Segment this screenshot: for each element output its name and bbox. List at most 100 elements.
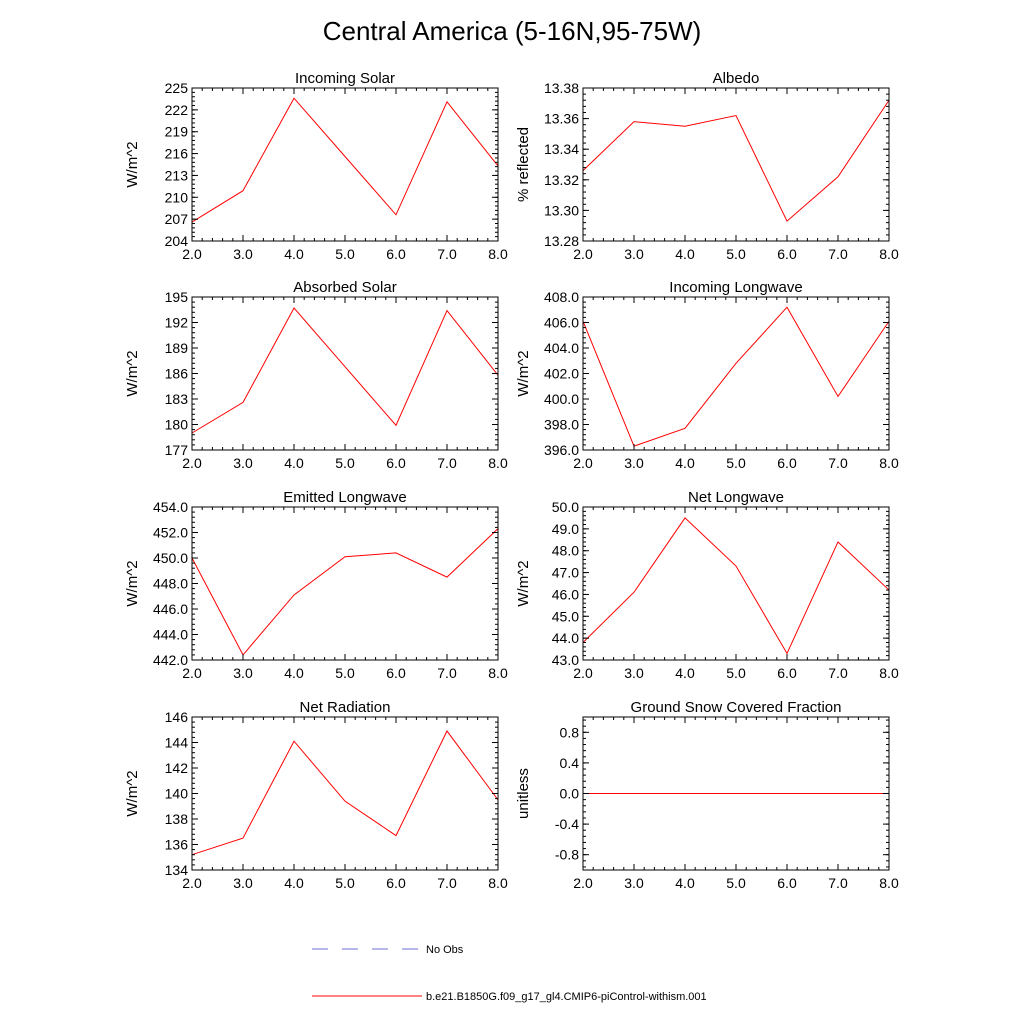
emitted-longwave-y-tick-label: 446.0 [153,601,188,617]
incoming-solar-x-tick-label: 2.0 [182,246,202,262]
panel-absorbed-solar: 2.0 3.0 4.0 5.0 6.0 7.0 8.0 177 180 183 186 189 192 1… [124,279,508,471]
albedo-y-tick-label: 13.28 [544,233,579,249]
panel-albedo: 2.0 3.0 4.0 5.0 6.0 7.0 8.0 13.28 13.30 13.32 13.3… [515,70,899,262]
albedo-title: Albedo [713,70,760,87]
ground-snow-covered-fraction-y-tick-label: 0.8 [560,724,580,740]
ground-snow-covered-fraction-x-tick-label: 6.0 [777,875,797,891]
incoming-solar-y-axis-label: W/m^2 [124,141,141,187]
net-longwave-x-tick-label: 4.0 [675,665,695,681]
incoming-longwave-y-tick-label: 408.0 [544,289,579,305]
incoming-solar-series-line [191,97,499,223]
net-longwave-x-tick-label: 8.0 [879,665,899,681]
emitted-longwave-x-tick-label: 3.0 [233,665,253,681]
albedo-y-tick-label: 13.30 [544,202,579,218]
net-radiation-y-tick-label: 136 [165,837,189,853]
albedo-x-tick-label: 5.0 [726,246,746,262]
incoming-longwave-x-tick-label: 6.0 [777,455,797,471]
net-longwave-plot-frame [582,506,890,661]
ground-snow-covered-fraction-y-tick-label: 0.0 [560,786,580,802]
panel-net-radiation: 2.0 3.0 4.0 5.0 6.0 7.0 8.0 134 136 138 140 142 144 1… [124,699,508,891]
albedo-y-tick-label: 13.32 [544,172,579,188]
absorbed-solar-y-tick-label: 180 [165,417,189,433]
net-longwave-title: Net Longwave [688,489,784,506]
net-radiation-plot-frame [191,716,499,871]
net-longwave-y-tick-label: 48.0 [552,543,579,559]
incoming-solar-x-tick-label: 3.0 [233,246,253,262]
ground-snow-covered-fraction-x-tick-label: 4.0 [675,875,695,891]
absorbed-solar-x-tick-label: 5.0 [335,455,355,471]
net-radiation-y-tick-label: 146 [165,709,189,725]
legend-label-no-obs: No Obs [426,944,464,956]
albedo-plot-frame [582,87,890,242]
incoming-longwave-y-tick-label: 396.0 [544,442,579,458]
net-radiation-x-tick-label: 2.0 [182,875,202,891]
emitted-longwave-x-tick-label: 8.0 [488,665,508,681]
net-radiation-x-tick-label: 8.0 [488,875,508,891]
albedo-x-tick-label: 7.0 [828,246,848,262]
panel-emitted-longwave: 2.0 3.0 4.0 5.0 6.0 7.0 8.0 442.0 444.0 446.0 448.… [124,489,508,681]
incoming-longwave-x-tick-label: 5.0 [726,455,746,471]
panel-ground-snow-covered-fraction: 2.0 3.0 4.0 5.0 6.0 7.0 8.0 -0.8 -0.4 0.0 0.4 0.8 Gr… [515,699,899,891]
incoming-solar-x-tick-label: 8.0 [488,246,508,262]
albedo-y-tick-label: 13.38 [544,80,579,96]
net-longwave-series-line [582,517,890,655]
incoming-longwave-x-tick-label: 7.0 [828,455,848,471]
incoming-solar-y-tick-label: 210 [165,189,189,205]
ground-snow-covered-fraction-x-tick-label: 2.0 [573,875,593,891]
net-radiation-x-tick-label: 4.0 [284,875,304,891]
panel-net-longwave: 2.0 3.0 4.0 5.0 6.0 7.0 8.0 43.0 44.0 45.0 46.0 47.… [515,489,899,681]
incoming-solar-x-tick-label: 5.0 [335,246,355,262]
net-longwave-y-axis-label: W/m^2 [515,560,532,606]
incoming-longwave-x-tick-label: 4.0 [675,455,695,471]
absorbed-solar-title: Absorbed Solar [293,279,396,296]
absorbed-solar-x-tick-label: 8.0 [488,455,508,471]
emitted-longwave-title: Emitted Longwave [283,489,406,506]
net-longwave-x-tick-label: 2.0 [573,665,593,681]
emitted-longwave-plot-frame [191,506,499,661]
absorbed-solar-y-tick-label: 189 [165,340,189,356]
incoming-solar-y-tick-label: 207 [165,211,189,227]
albedo-y-tick-label: 13.36 [544,111,579,127]
net-longwave-y-tick-label: 46.0 [552,586,579,602]
incoming-longwave-y-tick-label: 402.0 [544,366,579,382]
emitted-longwave-y-tick-label: 452.0 [153,525,188,541]
ground-snow-covered-fraction-x-tick-label: 5.0 [726,875,746,891]
incoming-solar-x-tick-label: 6.0 [386,246,406,262]
absorbed-solar-y-tick-label: 177 [165,442,189,458]
emitted-longwave-y-tick-label: 450.0 [153,550,188,566]
emitted-longwave-y-axis-label: W/m^2 [124,560,141,606]
ground-snow-covered-fraction-x-tick-label: 7.0 [828,875,848,891]
incoming-solar-y-tick-label: 213 [165,167,189,183]
figure-title: Central America (5-16N,95-75W) [323,16,702,46]
net-radiation-y-tick-label: 140 [165,786,189,802]
absorbed-solar-x-tick-label: 4.0 [284,455,304,471]
emitted-longwave-x-tick-label: 6.0 [386,665,406,681]
ground-snow-covered-fraction-title: Ground Snow Covered Fraction [631,699,842,716]
albedo-series-line [582,99,890,222]
net-radiation-y-tick-label: 138 [165,811,189,827]
net-radiation-y-tick-label: 134 [165,862,189,878]
net-radiation-x-tick-label: 5.0 [335,875,355,891]
incoming-longwave-title: Incoming Longwave [669,279,802,296]
net-longwave-y-tick-label: 50.0 [552,499,579,515]
ground-snow-covered-fraction-y-axis-label: unitless [515,768,532,819]
albedo-x-tick-label: 6.0 [777,246,797,262]
panel-incoming-longwave: 2.0 3.0 4.0 5.0 6.0 7.0 8.0 396.0 398.0 400.0 402.… [515,279,899,471]
net-longwave-x-tick-label: 6.0 [777,665,797,681]
emitted-longwave-y-tick-label: 448.0 [153,576,188,592]
incoming-longwave-y-tick-label: 406.0 [544,315,579,331]
incoming-solar-y-tick-label: 216 [165,146,189,162]
net-radiation-title: Net Radiation [300,699,391,716]
incoming-solar-title: Incoming Solar [295,70,395,87]
incoming-longwave-y-tick-label: 398.0 [544,417,579,433]
incoming-longwave-x-tick-label: 2.0 [573,455,593,471]
emitted-longwave-y-tick-label: 444.0 [153,627,188,643]
incoming-solar-y-tick-label: 204 [165,233,189,249]
net-radiation-y-tick-label: 142 [165,760,189,776]
emitted-longwave-x-tick-label: 4.0 [284,665,304,681]
emitted-longwave-x-tick-label: 5.0 [335,665,355,681]
panel-grid: 2.0 3.0 4.0 5.0 6.0 7.0 8.0 204 207 210 213 216 219 2… [124,70,899,891]
net-longwave-x-tick-label: 3.0 [624,665,644,681]
emitted-longwave-y-tick-label: 454.0 [153,499,188,515]
absorbed-solar-x-tick-label: 7.0 [437,455,457,471]
